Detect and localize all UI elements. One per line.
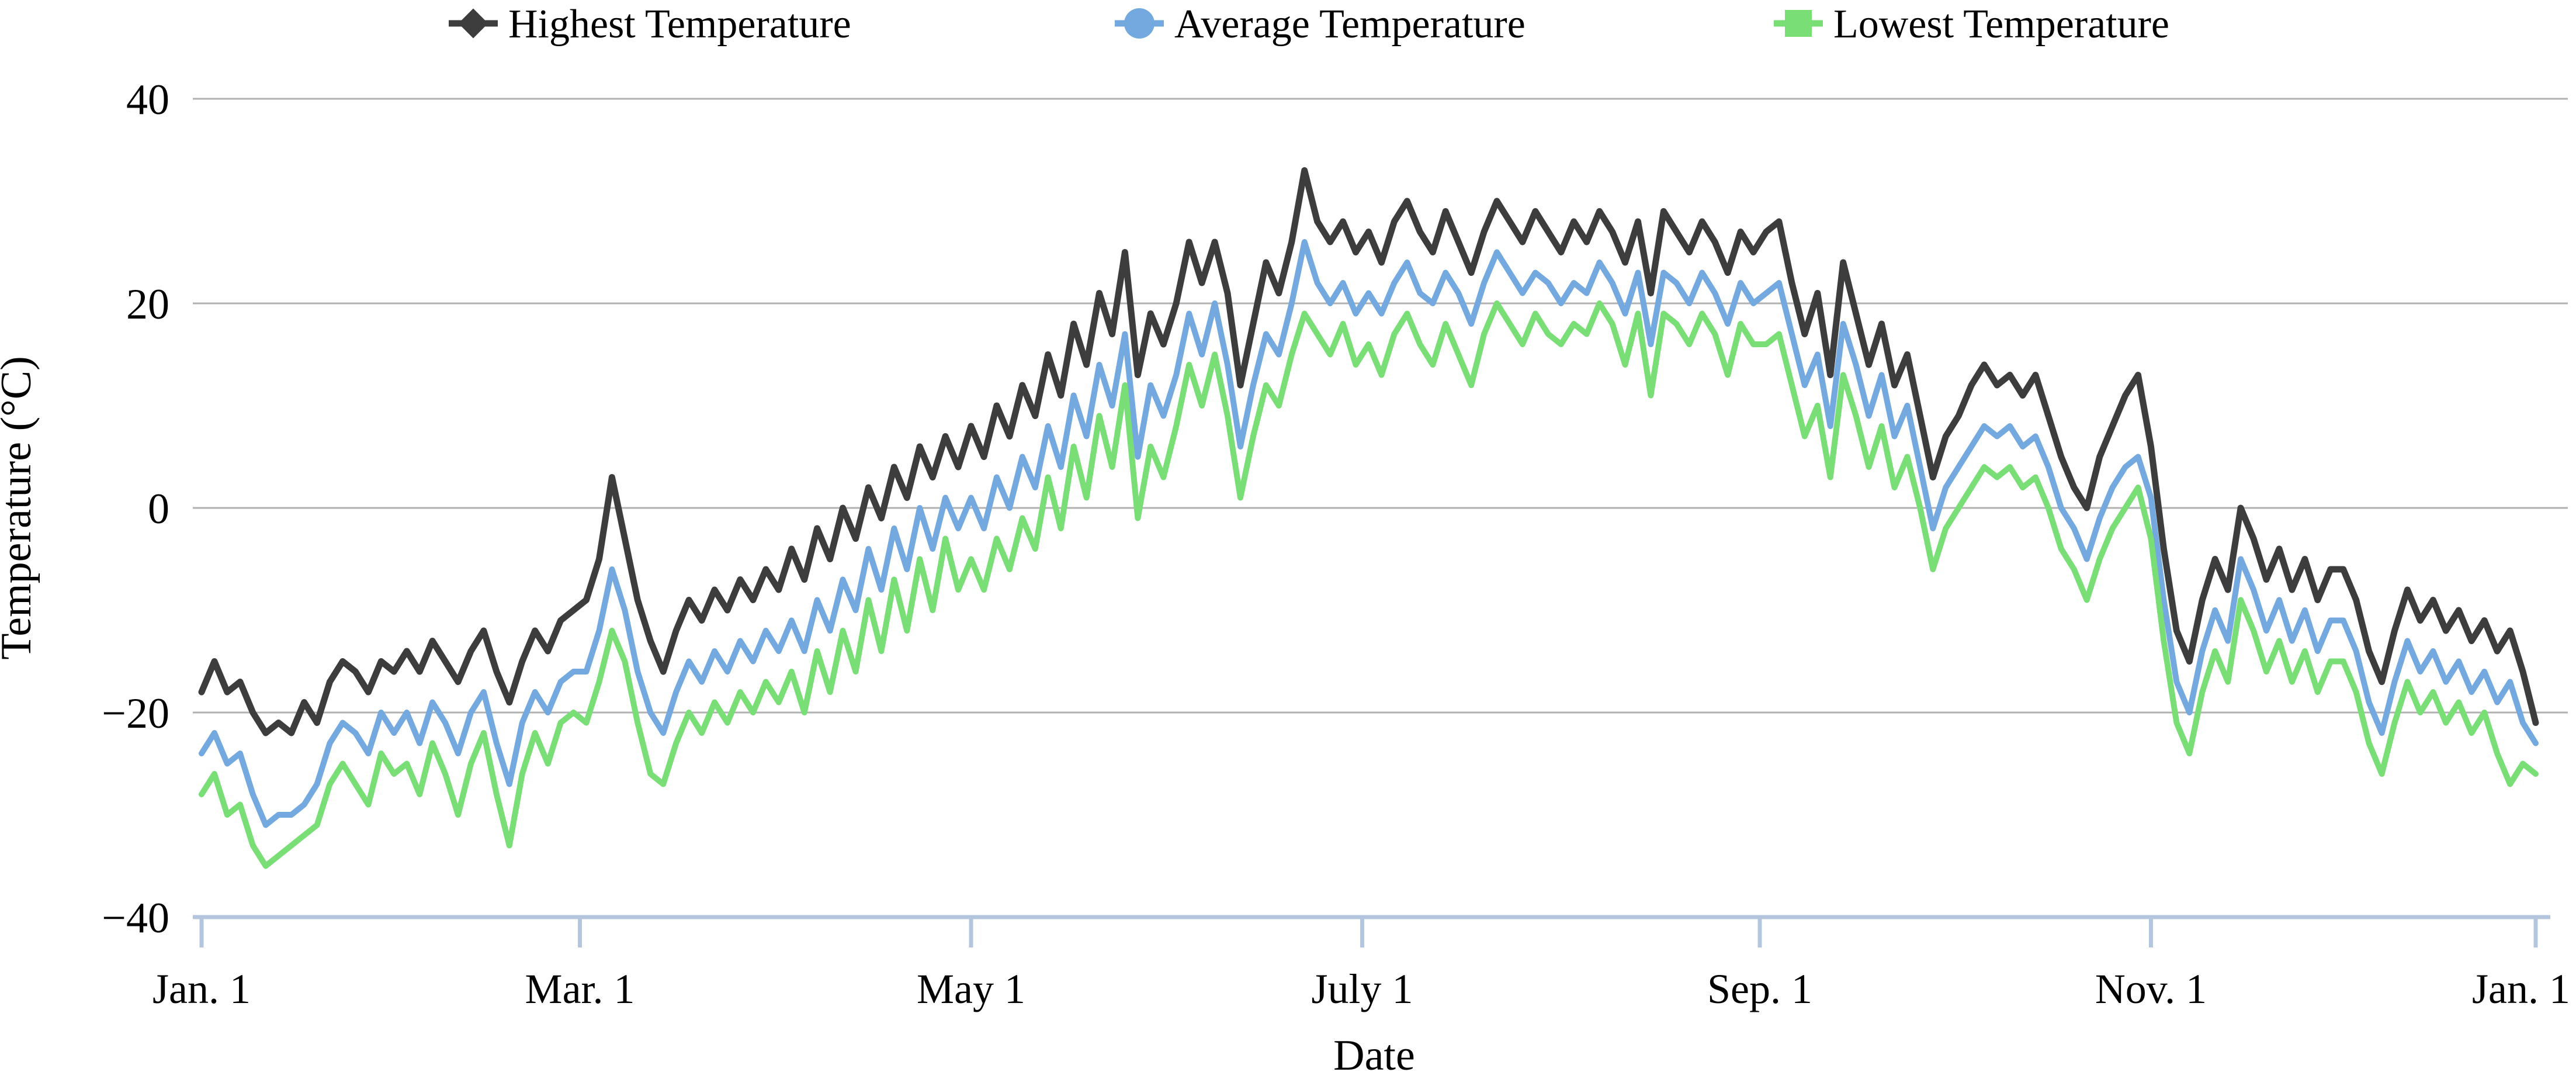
x-axis-tick-labels: Jan. 1 Mar. 1 May 1 July 1 Sep. 1 Nov. 1 Jan. … (152, 966, 2570, 1012)
x-axis-ticks (199, 917, 2538, 947)
series-line-average-temperature[interactable] (199, 239, 2539, 828)
y-tick-label-20: 20 (126, 281, 169, 328)
y-tick-label-0: 0 (148, 485, 169, 533)
x-tick-label-1: Mar. 1 (525, 966, 635, 1012)
legend: Highest Temperature Average Temperature … (449, 2, 2169, 47)
legend-item-average[interactable]: Average Temperature (1115, 2, 1526, 47)
x-tick-label-0: Jan. 1 (152, 966, 251, 1012)
legend-label-lowest: Lowest Temperature (1833, 2, 2169, 47)
x-tick-label-5: Nov. 1 (2095, 966, 2207, 1012)
y-axis-tick-labels: 40 20 0 −20 −40 (102, 76, 169, 942)
y-axis-title: Temperature (°C) (0, 356, 40, 660)
series-line-highest-temperature[interactable] (198, 167, 2539, 736)
legend-item-lowest[interactable]: Lowest Temperature (1774, 2, 2169, 47)
y-tick-label--20: −20 (102, 690, 169, 738)
average-legend-circle-icon (1124, 8, 1154, 39)
x-tick-label-3: July 1 (1312, 966, 1413, 1012)
legend-label-average: Average Temperature (1174, 2, 1526, 47)
x-axis-title: Date (1333, 1032, 1415, 1079)
x-tick-label-6: Jan. 1 (2472, 966, 2570, 1012)
y-tick-label-40: 40 (126, 76, 169, 124)
x-tick-label-4: Sep. 1 (1707, 966, 1812, 1012)
series-line-lowest-temperature[interactable] (199, 300, 2539, 869)
legend-label-highest: Highest Temperature (508, 2, 851, 47)
highest-legend-diamond-icon (458, 8, 488, 39)
legend-item-highest[interactable]: Highest Temperature (449, 2, 851, 47)
x-axis: Jan. 1 Mar. 1 May 1 July 1 Sep. 1 Nov. 1 Jan. … (152, 915, 2570, 1012)
x-tick-label-2: May 1 (917, 966, 1025, 1012)
series-lines (198, 167, 2539, 869)
y-tick-label--40: −40 (102, 894, 169, 942)
lowest-legend-square-icon (1785, 10, 1812, 37)
